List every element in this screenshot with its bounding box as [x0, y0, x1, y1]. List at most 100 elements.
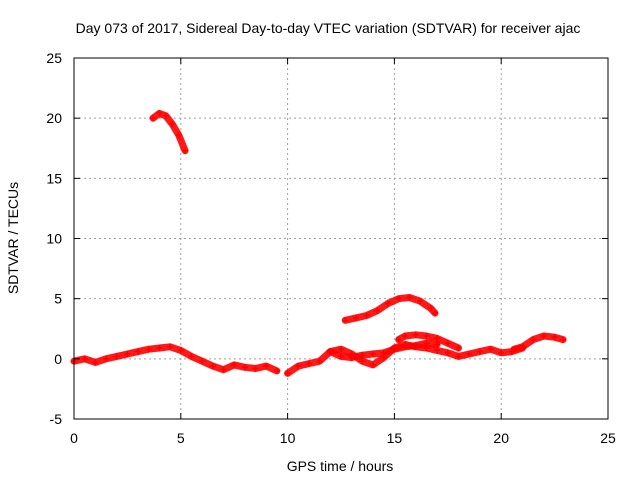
- data-point: [338, 346, 344, 353]
- data-point: [316, 358, 323, 365]
- data-point: [455, 353, 462, 360]
- data-point: [434, 335, 441, 342]
- data-point: [182, 147, 189, 154]
- data-point: [455, 345, 462, 352]
- data-point: [167, 343, 174, 350]
- x-axis-label: GPS time / hours: [287, 458, 394, 474]
- x-tick-label: 5: [177, 430, 185, 446]
- data-point: [511, 346, 518, 353]
- data-point: [412, 342, 419, 349]
- y-tick-label: 20: [46, 110, 62, 126]
- data-point: [434, 341, 441, 348]
- data-point: [175, 132, 182, 139]
- data-point: [374, 307, 381, 314]
- data-point: [391, 346, 398, 353]
- y-tick-label: 25: [46, 50, 62, 66]
- series-pass-e: [395, 331, 462, 352]
- data-point: [305, 360, 312, 367]
- data-point: [384, 300, 391, 307]
- y-axis-label: SDTVAR / TECUs: [5, 182, 21, 294]
- data-point: [252, 365, 259, 372]
- x-tick-label: 20: [493, 430, 509, 446]
- data-point: [273, 367, 280, 374]
- data-series: [70, 109, 567, 377]
- data-point: [263, 363, 270, 370]
- data-point: [284, 370, 291, 377]
- series-pass-d: [341, 294, 439, 324]
- axis-ticks: 0 5 10 15 20 25 -5 0 5 10 15 20 25: [46, 50, 616, 446]
- data-point: [359, 352, 366, 359]
- data-point: [241, 364, 248, 371]
- series-pass-f: [510, 332, 567, 353]
- series-band: [341, 294, 439, 324]
- y-tick-label: -5: [50, 411, 63, 427]
- data-point: [363, 312, 370, 319]
- data-point: [560, 336, 567, 343]
- data-point: [370, 351, 377, 358]
- data-point: [395, 336, 402, 343]
- data-point: [188, 353, 195, 360]
- data-point: [476, 348, 483, 355]
- data-point: [92, 359, 99, 366]
- y-tick-label: 10: [46, 231, 62, 247]
- data-point: [444, 349, 451, 356]
- data-point: [519, 343, 526, 350]
- data-point: [540, 332, 547, 339]
- data-point: [427, 305, 434, 312]
- data-point: [466, 351, 473, 358]
- data-point: [124, 351, 131, 358]
- data-point: [156, 110, 163, 117]
- series-pass-c: [326, 339, 441, 362]
- x-tick-label: 25: [600, 430, 616, 446]
- data-point: [359, 358, 366, 365]
- y-tick-label: 0: [54, 351, 62, 367]
- series-pass-a: [70, 343, 281, 375]
- data-point: [402, 343, 409, 350]
- data-point: [135, 348, 142, 355]
- y-tick-label: 15: [46, 170, 62, 186]
- data-point: [156, 345, 163, 352]
- y-tick-label: 5: [54, 291, 62, 307]
- data-point: [177, 347, 184, 354]
- data-point: [220, 366, 227, 373]
- chart-title: Day 073 of 2017, Sidereal Day-to-day VTE…: [76, 20, 581, 36]
- data-point: [338, 353, 344, 360]
- data-point: [423, 332, 430, 339]
- data-point: [444, 340, 451, 347]
- series-pass-g: [149, 109, 189, 155]
- data-point: [530, 336, 537, 343]
- data-point: [431, 310, 438, 317]
- data-point: [395, 295, 402, 302]
- data-point: [162, 112, 169, 119]
- data-point: [150, 115, 157, 122]
- data-point: [145, 346, 152, 353]
- data-point: [199, 358, 206, 365]
- data-point: [342, 317, 349, 324]
- data-point: [417, 298, 424, 305]
- data-point: [370, 361, 377, 368]
- series-band: [149, 109, 189, 155]
- data-point: [209, 363, 216, 370]
- data-point: [380, 349, 387, 356]
- data-point: [498, 349, 505, 356]
- data-point: [412, 331, 419, 338]
- data-point: [348, 354, 355, 361]
- x-tick-label: 0: [70, 430, 78, 446]
- data-point: [352, 314, 359, 321]
- grid-lines: [74, 58, 608, 419]
- data-point: [551, 334, 558, 341]
- data-point: [487, 346, 494, 353]
- data-point: [295, 363, 302, 370]
- data-point: [169, 121, 176, 128]
- x-tick-label: 15: [387, 430, 403, 446]
- data-point: [103, 355, 110, 362]
- data-point: [423, 340, 430, 347]
- data-point: [81, 355, 88, 362]
- x-tick-label: 10: [280, 430, 296, 446]
- data-point: [327, 348, 334, 355]
- data-point: [402, 332, 409, 339]
- data-point: [434, 347, 441, 354]
- data-point: [406, 294, 413, 301]
- data-point: [113, 353, 120, 360]
